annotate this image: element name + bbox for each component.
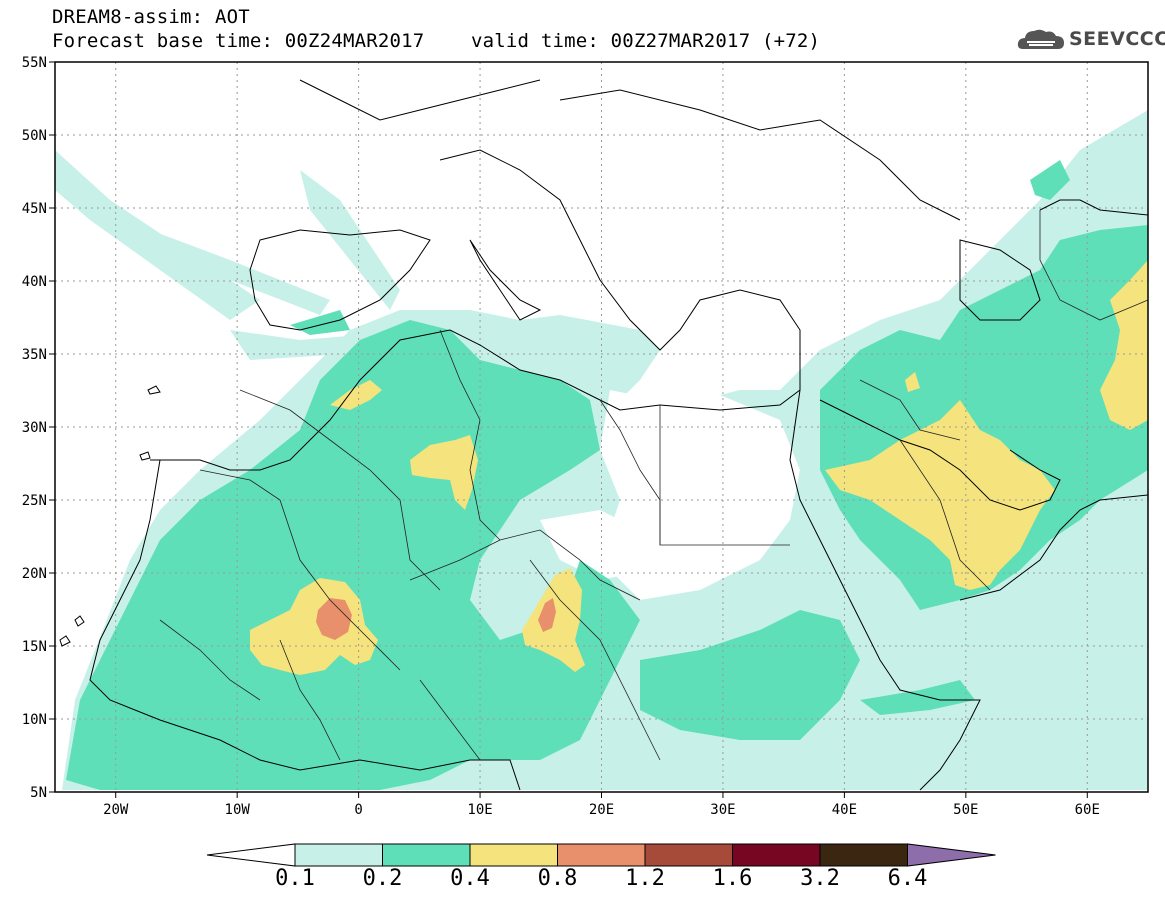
colorbar-segment — [557, 843, 646, 867]
aot-clear-areas — [540, 372, 1010, 600]
lon-tick-label: 30E — [710, 802, 735, 818]
colorbar-label: 1.2 — [625, 866, 665, 891]
lon-tick-label: 20E — [589, 802, 614, 818]
colorbar-label: 0.1 — [275, 866, 315, 891]
colorbar-label: 1.6 — [712, 866, 753, 891]
colorbar-label: 0.2 — [362, 866, 403, 891]
colorbar-segment — [819, 843, 908, 867]
colorbar-lower-arrow — [206, 843, 296, 867]
aot-contour-0.8 — [316, 598, 556, 640]
colorbar-upper-arrow — [907, 843, 996, 867]
colorbar-segment — [294, 843, 383, 867]
lon-tick-label: 40E — [832, 802, 857, 818]
lat-tick-label: 55N — [22, 55, 47, 71]
lat-tick-label: 15N — [22, 639, 47, 655]
lat-tick-label: 25N — [22, 493, 47, 509]
lon-tick-label: 0 — [354, 802, 362, 818]
lat-tick-label: 35N — [22, 347, 47, 363]
graticule — [55, 62, 1148, 792]
colorbar-label: 6.4 — [887, 866, 928, 891]
forecast-time-subtitle: Forecast base time: 00Z24MAR2017 valid t… — [52, 30, 821, 52]
lon-tick-label: 50E — [953, 802, 978, 818]
colorbar-segment — [382, 843, 471, 867]
lat-tick-label: 5N — [30, 785, 47, 801]
lat-tick-label: 45N — [22, 201, 47, 217]
coastlines — [89, 79, 1148, 791]
colorbar-segment — [732, 843, 821, 867]
lat-tick-label: 10N — [22, 712, 47, 728]
lat-tick-label: 20N — [22, 566, 47, 582]
lon-tick-label: 10W — [225, 802, 251, 818]
lat-tick-label: 50N — [22, 128, 47, 144]
logo-text: SEEVCCC — [1069, 28, 1165, 50]
colorbar-segment — [469, 843, 558, 867]
map-title: DREAM8-assim: AOT — [52, 6, 250, 28]
colorbar-label: 0.8 — [537, 866, 578, 891]
islands — [59, 385, 161, 647]
lon-tick-label: 10E — [467, 802, 492, 818]
axis-ticks: 20W 10W 0 10E 20E 30E 40E 50E 60E 55N 50N 45N 40N 35N… — [22, 55, 1100, 818]
lat-tick-label: 30N — [22, 420, 47, 436]
colorbar-label: 3.2 — [800, 866, 840, 891]
lon-tick-label: 60E — [1075, 802, 1100, 818]
colorbar — [206, 843, 996, 867]
cloud-logo-icon — [1017, 29, 1064, 49]
seevccc-logo: SEEVCCC — [1017, 25, 1165, 55]
lon-tick-label: 20W — [103, 802, 129, 818]
lat-tick-label: 40N — [22, 274, 47, 290]
country-borders — [159, 210, 1148, 761]
colorbar-segment — [644, 843, 733, 867]
colorbar-label: 0.4 — [450, 866, 490, 891]
